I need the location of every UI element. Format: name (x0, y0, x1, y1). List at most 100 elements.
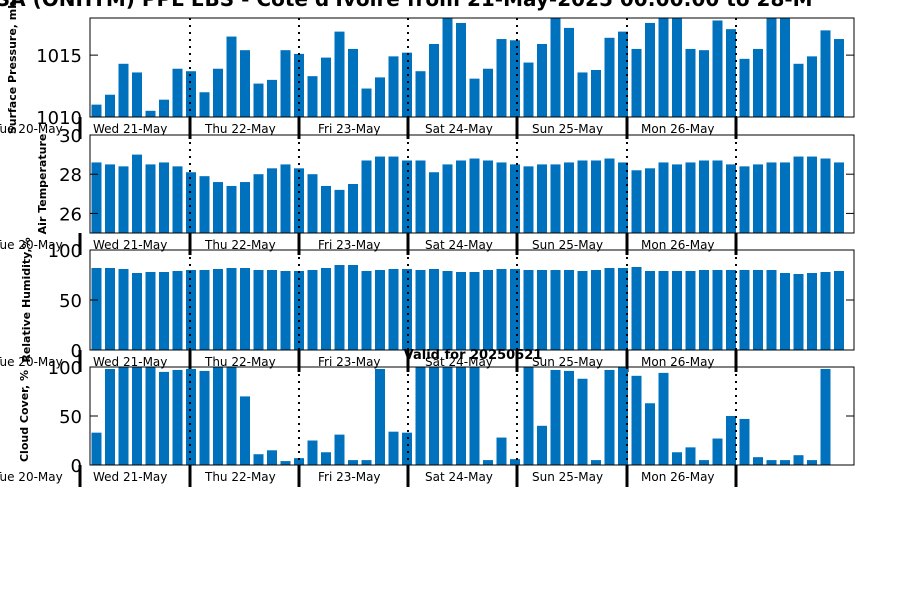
bar (685, 48, 696, 117)
bar (496, 162, 507, 233)
bar (172, 166, 183, 233)
bar (793, 455, 804, 465)
bar (253, 83, 264, 117)
bar (348, 265, 358, 350)
bar (604, 369, 615, 465)
bar (361, 88, 372, 117)
bar (483, 270, 493, 350)
bar (429, 172, 439, 233)
bar (321, 185, 331, 233)
bar (456, 272, 466, 350)
bar (564, 162, 574, 233)
bar (280, 271, 291, 350)
bar (321, 452, 331, 465)
bar (307, 270, 318, 350)
x-tick-label: Tue 20-May (0, 355, 63, 369)
bar (645, 271, 655, 350)
bar (712, 270, 723, 350)
bar (429, 367, 439, 465)
bar (766, 162, 777, 233)
bar (145, 110, 156, 117)
x-tick-label: Sat 24-May (425, 122, 493, 136)
bar (766, 270, 777, 350)
bar (483, 460, 493, 465)
x-tick-label: Sun 25-May (532, 122, 603, 136)
bar (415, 367, 426, 465)
y-tick-label: 1010 (36, 108, 82, 129)
bar (91, 432, 102, 465)
x-tick-label: Sun 25-May (532, 238, 603, 252)
bar (240, 50, 250, 117)
bar (118, 367, 129, 465)
bar (672, 271, 682, 350)
bar (105, 268, 115, 350)
bar (550, 270, 561, 350)
bar (591, 270, 601, 350)
bar (267, 450, 277, 465)
bar (820, 368, 831, 465)
bar (348, 48, 358, 117)
bar (375, 156, 385, 233)
bar (172, 369, 183, 465)
bar (294, 53, 304, 117)
bar (820, 272, 831, 350)
bar (240, 396, 250, 465)
bar (807, 273, 817, 350)
bar (766, 460, 777, 465)
bar (388, 156, 399, 233)
bar (658, 271, 669, 350)
x-tick-label: Sun 25-May (532, 470, 603, 484)
bar (577, 378, 588, 465)
x-tick-label: Wed 21-May (93, 355, 167, 369)
bar (577, 271, 588, 350)
bar (793, 156, 804, 233)
bar (631, 267, 642, 350)
bar (699, 270, 709, 350)
x-tick-label: Wed 21-May (93, 238, 167, 252)
bar (780, 460, 790, 465)
bar-group (91, 265, 844, 350)
bar (159, 272, 169, 350)
bar (550, 18, 561, 117)
bar (280, 164, 291, 233)
bar (307, 174, 318, 233)
bar (685, 447, 696, 465)
bar (523, 166, 534, 233)
bar (577, 72, 588, 117)
bar (253, 174, 264, 233)
bar (442, 18, 453, 117)
bar (105, 94, 115, 117)
bar (658, 18, 669, 117)
bar (213, 269, 223, 350)
bar (523, 62, 534, 117)
bar (402, 269, 412, 350)
bar (226, 185, 237, 233)
bar (699, 50, 709, 117)
y-tick-label: 50 (59, 291, 82, 312)
bar (159, 371, 169, 465)
y-tick-label: 0 (71, 456, 82, 477)
axes-frame (89, 134, 855, 234)
bar (672, 18, 682, 117)
bar (537, 270, 547, 350)
bar (415, 270, 426, 350)
bar (334, 31, 345, 117)
y-tick-label: 100 (48, 358, 82, 379)
bar (510, 459, 520, 465)
bar (672, 164, 682, 233)
x-tick-label: Thu 22-May (204, 355, 276, 369)
bar (739, 270, 750, 350)
bar (807, 156, 817, 233)
bar (402, 432, 412, 465)
bar (793, 274, 804, 350)
bar (159, 99, 169, 117)
bar (118, 166, 129, 233)
bar (132, 367, 142, 465)
x-tick-label: Thu 22-May (204, 122, 276, 136)
bar (618, 367, 628, 465)
y-tick-label: 30 (59, 126, 82, 147)
bar (726, 164, 736, 233)
bar (537, 164, 547, 233)
x-tick-label: Fri 23-May (318, 470, 381, 484)
bar (321, 57, 331, 117)
